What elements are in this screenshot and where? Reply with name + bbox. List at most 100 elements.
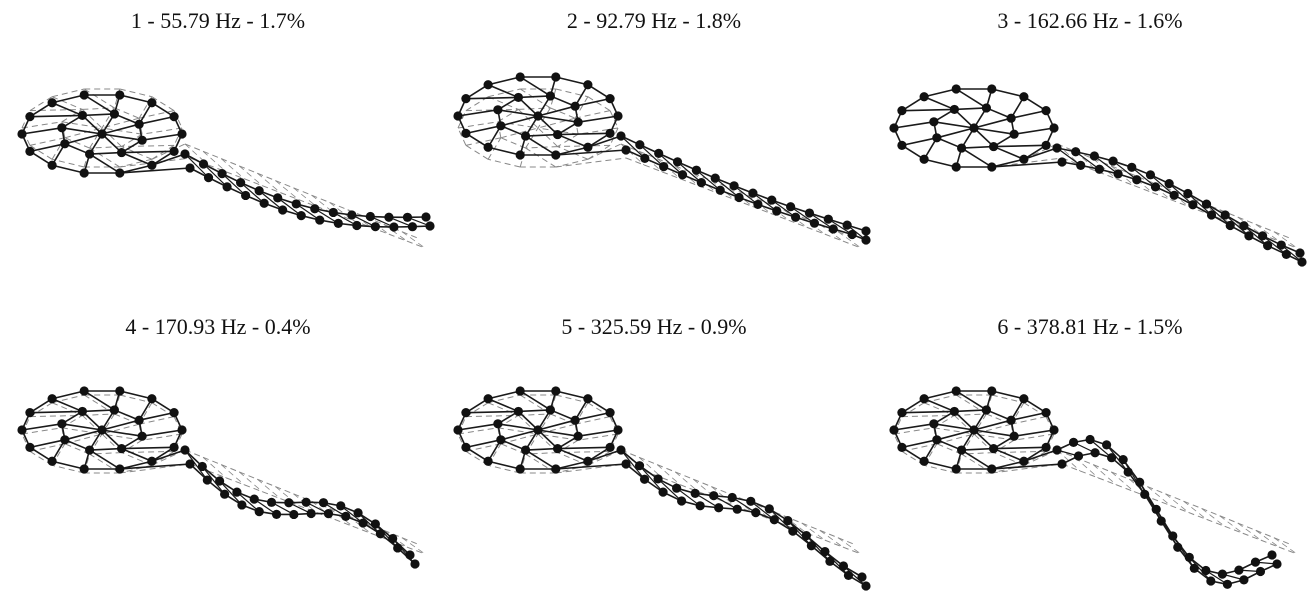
deformed-edge bbox=[658, 152, 683, 176]
deformed-edge bbox=[991, 158, 1025, 168]
deformed-node bbox=[202, 475, 212, 485]
deformed-node bbox=[714, 503, 724, 513]
undeformed-edge bbox=[406, 546, 426, 555]
undeformed-edge bbox=[64, 443, 90, 455]
mode-title-2: 2 - 92.79 Hz - 1.8% bbox=[566, 8, 742, 33]
deformed-edge bbox=[991, 88, 1025, 98]
undeformed-edge bbox=[936, 443, 962, 455]
undeformed-edge bbox=[238, 471, 263, 492]
deformed-edge bbox=[1150, 174, 1175, 196]
deformed-node bbox=[1127, 162, 1137, 172]
deformed-node bbox=[1090, 448, 1100, 458]
undeformed-edge bbox=[557, 146, 589, 160]
deformed-node bbox=[370, 222, 380, 232]
deformed-node bbox=[1108, 156, 1118, 166]
deformed-node bbox=[483, 142, 493, 152]
undeformed-edge bbox=[184, 143, 204, 152]
undeformed-edge bbox=[1255, 224, 1280, 242]
deformed-edge bbox=[1010, 411, 1047, 421]
deformed-node bbox=[237, 500, 247, 510]
mode-title-4: 4 - 170.93 Hz - 0.4% bbox=[125, 314, 311, 339]
undeformed-edge bbox=[587, 96, 611, 112]
undeformed-edge bbox=[985, 394, 993, 415]
deformed-node bbox=[109, 109, 120, 119]
deformed-node bbox=[820, 546, 830, 557]
deformed-node bbox=[1156, 516, 1166, 526]
deformed-node bbox=[180, 445, 190, 455]
deformed-node bbox=[197, 461, 207, 472]
deformed-edge bbox=[936, 127, 975, 139]
deformed-edge bbox=[83, 94, 115, 115]
undeformed-edge bbox=[993, 439, 1015, 454]
undeformed-edge bbox=[1134, 491, 1153, 500]
deformed-edge bbox=[1187, 193, 1212, 216]
deformed-node bbox=[483, 394, 493, 404]
deformed-node bbox=[1239, 221, 1249, 231]
deformed-edge bbox=[1106, 444, 1129, 473]
undeformed-edge bbox=[893, 427, 934, 435]
deformed-node bbox=[809, 218, 820, 228]
deformed-node bbox=[1255, 566, 1266, 577]
undeformed-edge bbox=[225, 171, 245, 180]
deformed-edge bbox=[64, 133, 103, 145]
undeformed-edge bbox=[114, 107, 140, 119]
deformed-node bbox=[551, 386, 561, 396]
deformed-node bbox=[169, 442, 179, 452]
undeformed-edge bbox=[64, 433, 103, 445]
undeformed-edge bbox=[837, 537, 857, 546]
deformed-node bbox=[981, 103, 992, 113]
undeformed-edge bbox=[661, 171, 681, 180]
undeformed-edge bbox=[101, 433, 143, 441]
deformed-node bbox=[828, 224, 838, 234]
deformed-node bbox=[232, 487, 242, 497]
undeformed-edge bbox=[1237, 522, 1257, 531]
deformed-node bbox=[461, 94, 471, 104]
deformed-edge bbox=[525, 135, 557, 156]
deformed-node bbox=[496, 435, 506, 445]
deformed-node bbox=[1295, 248, 1305, 258]
undeformed-edge bbox=[244, 484, 263, 493]
deformed-edge bbox=[487, 76, 521, 86]
deformed-node bbox=[79, 386, 89, 396]
undeformed-edge bbox=[298, 505, 317, 513]
undeformed-edge bbox=[488, 464, 521, 474]
deformed-node bbox=[1168, 531, 1178, 541]
deformed-node bbox=[767, 195, 777, 205]
deformed-node bbox=[115, 168, 125, 178]
deformed-node bbox=[425, 221, 435, 231]
deformed-edge bbox=[574, 411, 611, 421]
undeformed-edge bbox=[1260, 539, 1280, 548]
undeformed-edge bbox=[824, 539, 844, 548]
undeformed-edge bbox=[51, 402, 83, 416]
deformed-edge bbox=[184, 449, 208, 481]
undeformed-edge bbox=[1273, 537, 1293, 546]
deformed-edge bbox=[733, 185, 759, 205]
deformed-node bbox=[496, 121, 506, 131]
deformed-node bbox=[1297, 257, 1307, 267]
deformed-node bbox=[17, 425, 27, 435]
deformed-node bbox=[583, 394, 593, 404]
deformed-edge bbox=[457, 109, 498, 117]
deformed-node bbox=[1057, 157, 1067, 167]
undeformed-edge bbox=[101, 127, 143, 135]
deformed-node bbox=[115, 90, 125, 100]
deformed-edge bbox=[933, 121, 975, 129]
deformed-node bbox=[461, 442, 471, 452]
undeformed-edge bbox=[550, 413, 576, 425]
undeformed-edge bbox=[121, 144, 175, 148]
deformed-edge bbox=[1168, 183, 1194, 206]
deformed-node bbox=[1057, 459, 1067, 469]
undeformed-edge bbox=[401, 537, 421, 546]
deformed-node bbox=[315, 215, 325, 225]
deformed-edge bbox=[587, 135, 622, 149]
deformed-node bbox=[79, 168, 89, 178]
undeformed-edge bbox=[643, 470, 663, 479]
deformed-node bbox=[605, 408, 615, 418]
deformed-node bbox=[987, 84, 997, 94]
undeformed-edge bbox=[52, 464, 85, 474]
undeformed-edge bbox=[973, 423, 1012, 435]
undeformed-edge bbox=[643, 164, 663, 173]
undeformed-edge bbox=[986, 413, 1012, 425]
undeformed-edge bbox=[257, 478, 276, 488]
mode-title-3: 3 - 162.66 Hz - 1.6% bbox=[997, 8, 1183, 33]
